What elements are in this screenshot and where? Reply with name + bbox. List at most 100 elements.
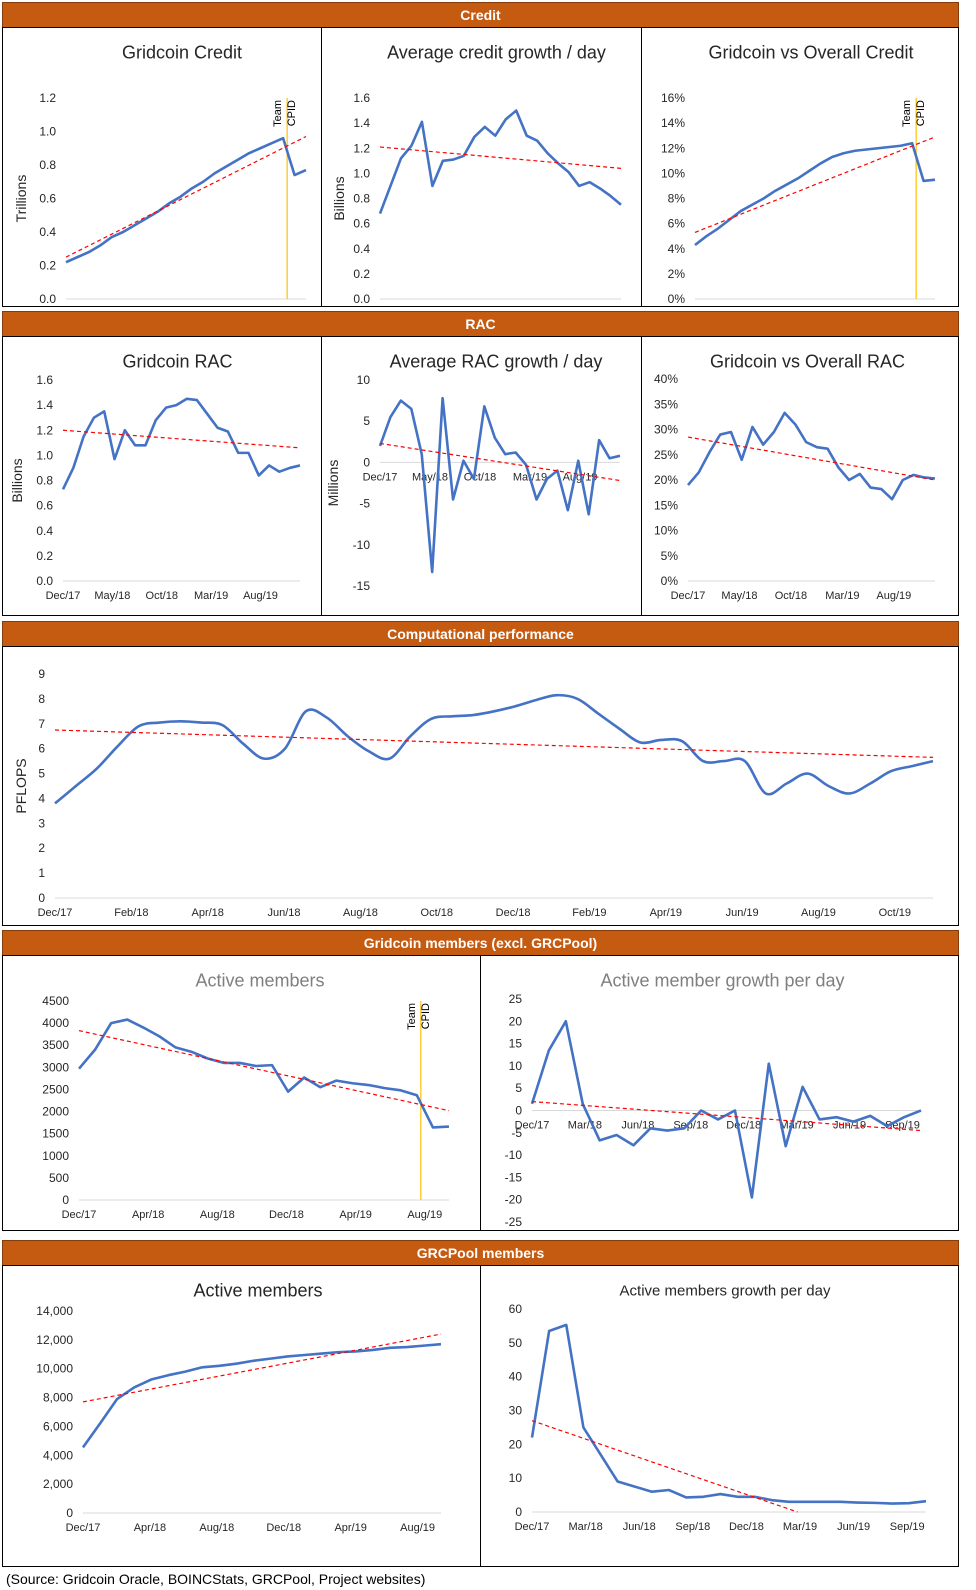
x-tick-label: Dec/17 bbox=[515, 1521, 550, 1533]
y-tick-label: 0 bbox=[363, 455, 370, 469]
chart-svg: Gridcoin Credit Trillions 0.0 0.2 0.4 0.6 0.8 1… bbox=[13, 42, 307, 306]
section-header-grcpool: GRCPool members bbox=[2, 1240, 959, 1266]
chart-title: Active members bbox=[193, 1280, 322, 1300]
x-tick-label: Oct/18 bbox=[775, 590, 807, 602]
x-tick-label: Apr/18 bbox=[132, 1209, 164, 1221]
y-tick-label: 15% bbox=[654, 498, 678, 512]
chart-title: Active members bbox=[195, 970, 324, 990]
x-tick-label: Sep/18 bbox=[675, 1521, 710, 1533]
chart-svg: Average RAC growth / day Millions -15 -10 -5… bbox=[325, 351, 621, 593]
x-tick-label: Sep/19 bbox=[890, 1521, 925, 1533]
trend-line bbox=[694, 136, 936, 233]
marker-label: CPID bbox=[420, 1003, 432, 1029]
y-tick-label: 2% bbox=[668, 267, 686, 281]
x-tick-label: Aug/19 bbox=[801, 907, 836, 919]
chart-svg: Active members 0 2,000 4,000 6,000 8,000 10,00… bbox=[36, 1280, 442, 1534]
y-tick-label: 0% bbox=[661, 574, 679, 588]
y-tick-label: 0.8 bbox=[39, 158, 56, 172]
section-header-rac: RAC bbox=[2, 311, 959, 337]
x-tick-label: Aug/19 bbox=[876, 590, 911, 602]
y-tick-label: 0 bbox=[62, 1193, 69, 1207]
marker-label: CPID bbox=[915, 100, 927, 126]
x-tick-label: Apr/19 bbox=[339, 1209, 371, 1221]
y-tick-label: 15 bbox=[509, 1037, 523, 1051]
chart-title: Gridcoin Credit bbox=[122, 42, 242, 62]
y-tick-label: -25 bbox=[505, 1215, 523, 1229]
y-tick-label: 9 bbox=[38, 667, 45, 681]
y-tick-label: 0.0 bbox=[39, 292, 56, 306]
x-tick-label: Mar/19 bbox=[783, 1521, 817, 1533]
x-tick-label: Jun/18 bbox=[621, 1120, 654, 1132]
x-tick-label: Jun/19 bbox=[837, 1521, 870, 1533]
y-tick-label: 30% bbox=[654, 423, 678, 437]
y-tick-label: 0.8 bbox=[36, 474, 53, 488]
x-tick-label: Dec/18 bbox=[269, 1209, 304, 1221]
trend-line bbox=[62, 429, 301, 449]
x-tick-label: Dec/18 bbox=[726, 1120, 761, 1132]
trend-line bbox=[54, 729, 934, 758]
y-tick-label: 40% bbox=[654, 372, 678, 386]
x-tick-label: Aug/19 bbox=[243, 590, 278, 602]
y-tick-label: 20 bbox=[509, 1014, 523, 1028]
y-tick-label: 60 bbox=[509, 1302, 523, 1316]
y-tick-label: 16% bbox=[661, 91, 685, 105]
x-tick-label: Jun/19 bbox=[726, 907, 759, 919]
y-tick-label: 0 bbox=[515, 1104, 522, 1118]
series-line bbox=[65, 136, 307, 264]
chart-active-members: Active members 0 500 1000 1500 2000 2500 3000 35… bbox=[2, 955, 481, 1231]
y-tick-label: 6 bbox=[38, 742, 45, 756]
chart-svg: Active members growth per day 0 10 20 30 40 50… bbox=[509, 1282, 927, 1533]
y-tick-label: 2000 bbox=[42, 1105, 69, 1119]
chart-title: Active members growth per day bbox=[620, 1282, 831, 1299]
y-tick-label: 6% bbox=[668, 217, 686, 231]
y-tick-label: 25 bbox=[509, 992, 523, 1006]
series-line bbox=[81, 1342, 442, 1449]
chart-svg: Active members 0 500 1000 1500 2000 2500 3000 35… bbox=[42, 970, 450, 1221]
x-tick-label: Apr/18 bbox=[191, 907, 223, 919]
y-tick-label: -5 bbox=[359, 497, 370, 511]
x-tick-label: Mar/19 bbox=[194, 590, 228, 602]
x-tick-label: Aug/19 bbox=[407, 1209, 442, 1221]
y-tick-label: 0.2 bbox=[36, 549, 53, 563]
marker-label: CPID bbox=[286, 100, 298, 126]
y-tick-label: 1.4 bbox=[353, 116, 370, 130]
y-tick-label: 3 bbox=[38, 816, 45, 830]
y-tick-label: 5 bbox=[515, 1081, 522, 1095]
y-tick-label: 3000 bbox=[42, 1060, 69, 1074]
x-tick-label: Jun/18 bbox=[268, 907, 301, 919]
y-tick-label: 40 bbox=[509, 1370, 523, 1384]
y-tick-label: -10 bbox=[505, 1148, 523, 1162]
y-tick-label: 8,000 bbox=[43, 1391, 73, 1405]
y-tick-label: 1.2 bbox=[39, 91, 56, 105]
y-tick-label: -10 bbox=[353, 538, 371, 552]
y-tick-label: 10% bbox=[661, 166, 685, 180]
y-tick-label: 0 bbox=[38, 891, 45, 905]
x-tick-label: Dec/17 bbox=[66, 1522, 101, 1534]
y-tick-label: 4% bbox=[668, 242, 686, 256]
x-tick-label: Oct/18 bbox=[146, 590, 178, 602]
x-tick-label: Oct/19 bbox=[879, 907, 911, 919]
chart-svg: Gridcoin vs Overall RAC 0% 5% 10% 15% 20% 25% 3… bbox=[654, 351, 936, 602]
x-tick-label: Dec/17 bbox=[515, 1120, 550, 1132]
y-tick-label: 25% bbox=[654, 448, 678, 462]
series-line bbox=[530, 1323, 927, 1505]
x-tick-label: Dec/18 bbox=[496, 907, 531, 919]
y-tick-label: 10,000 bbox=[36, 1362, 73, 1376]
y-tick-label: 10 bbox=[357, 373, 371, 387]
y-tick-label: 35% bbox=[654, 397, 678, 411]
x-tick-label: Mar/19 bbox=[825, 590, 859, 602]
y-tick-label: 0 bbox=[515, 1505, 522, 1519]
chart-svg: Gridcoin RAC Billions 0.0 0.2 0.4 0.6 0.8 1.0 1.… bbox=[9, 351, 301, 602]
y-axis-label: Billions bbox=[9, 458, 25, 502]
y-tick-label: 1500 bbox=[42, 1127, 69, 1141]
chart-svg: Active member growth per day -25 -20 -15 -10… bbox=[505, 970, 922, 1229]
section-header-performance: Computational performance bbox=[2, 621, 959, 647]
trend-line bbox=[65, 135, 307, 258]
y-tick-label: 4,000 bbox=[43, 1448, 73, 1462]
source-note: (Source: Gridcoin Oracle, BOINCStats, GR… bbox=[6, 1571, 426, 1587]
y-tick-label: 2 bbox=[38, 841, 45, 855]
y-tick-label: 1.2 bbox=[353, 141, 370, 155]
marker-label: Team bbox=[901, 100, 913, 127]
x-tick-label: Aug/18 bbox=[199, 1522, 234, 1534]
y-tick-label: 1.4 bbox=[36, 398, 53, 412]
